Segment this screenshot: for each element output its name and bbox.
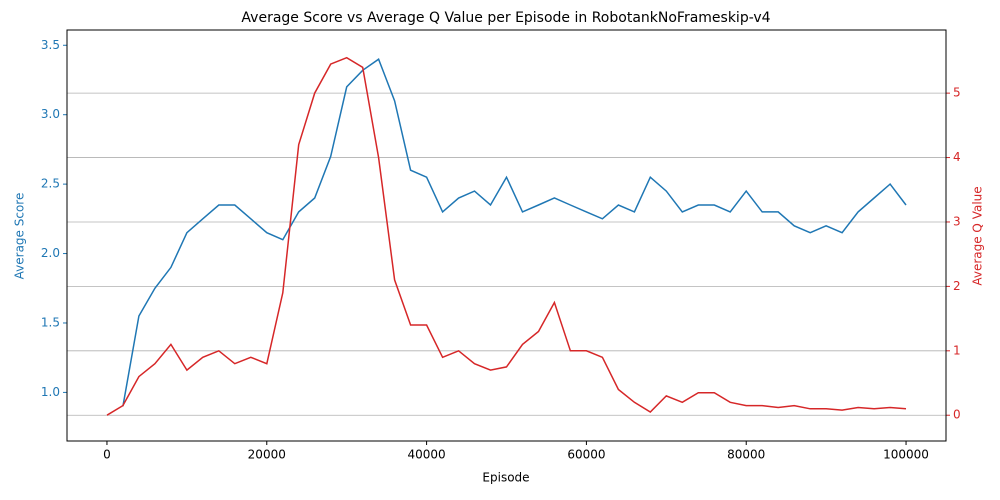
plot-layer: 0 20000 40000 60000 80000 100000 1.0 1.5 2.0 2.5 3… <box>41 38 961 462</box>
y-axis-label: Average Score <box>13 193 27 280</box>
y-tick-label: 2.5 <box>41 177 60 191</box>
x-axis-label: Episode <box>482 471 529 485</box>
y2-tick-label: 0 <box>953 408 961 422</box>
series-line <box>122 58 907 407</box>
x-tick-label: 20000 <box>248 448 286 462</box>
y-tick-label: 1.0 <box>41 385 60 399</box>
x-tick-label: 100000 <box>883 448 929 462</box>
y2-tick-label: 5 <box>953 86 961 100</box>
plot-frame <box>66 29 947 442</box>
y2-tick-label: 4 <box>953 150 961 164</box>
y2-axis-label: Average Q Value <box>971 186 985 285</box>
x-tick-label: 0 <box>103 448 111 462</box>
x-tick-label: 60000 <box>567 448 605 462</box>
series-line <box>106 56 907 416</box>
chart-title: Average Score vs Average Q Value per Epi… <box>241 10 770 26</box>
y-tick-label: 3.0 <box>41 107 60 121</box>
x-tick-label: 80000 <box>727 448 765 462</box>
y2-tick-label: 1 <box>953 343 961 357</box>
y-tick-label: 2.0 <box>41 246 60 260</box>
y-tick-label: 1.5 <box>41 315 60 329</box>
x-tick-label: 40000 <box>407 448 445 462</box>
y-tick-label: 3.5 <box>41 38 60 52</box>
y2-tick-label: 2 <box>953 279 961 293</box>
y2-tick-label: 3 <box>953 214 961 228</box>
